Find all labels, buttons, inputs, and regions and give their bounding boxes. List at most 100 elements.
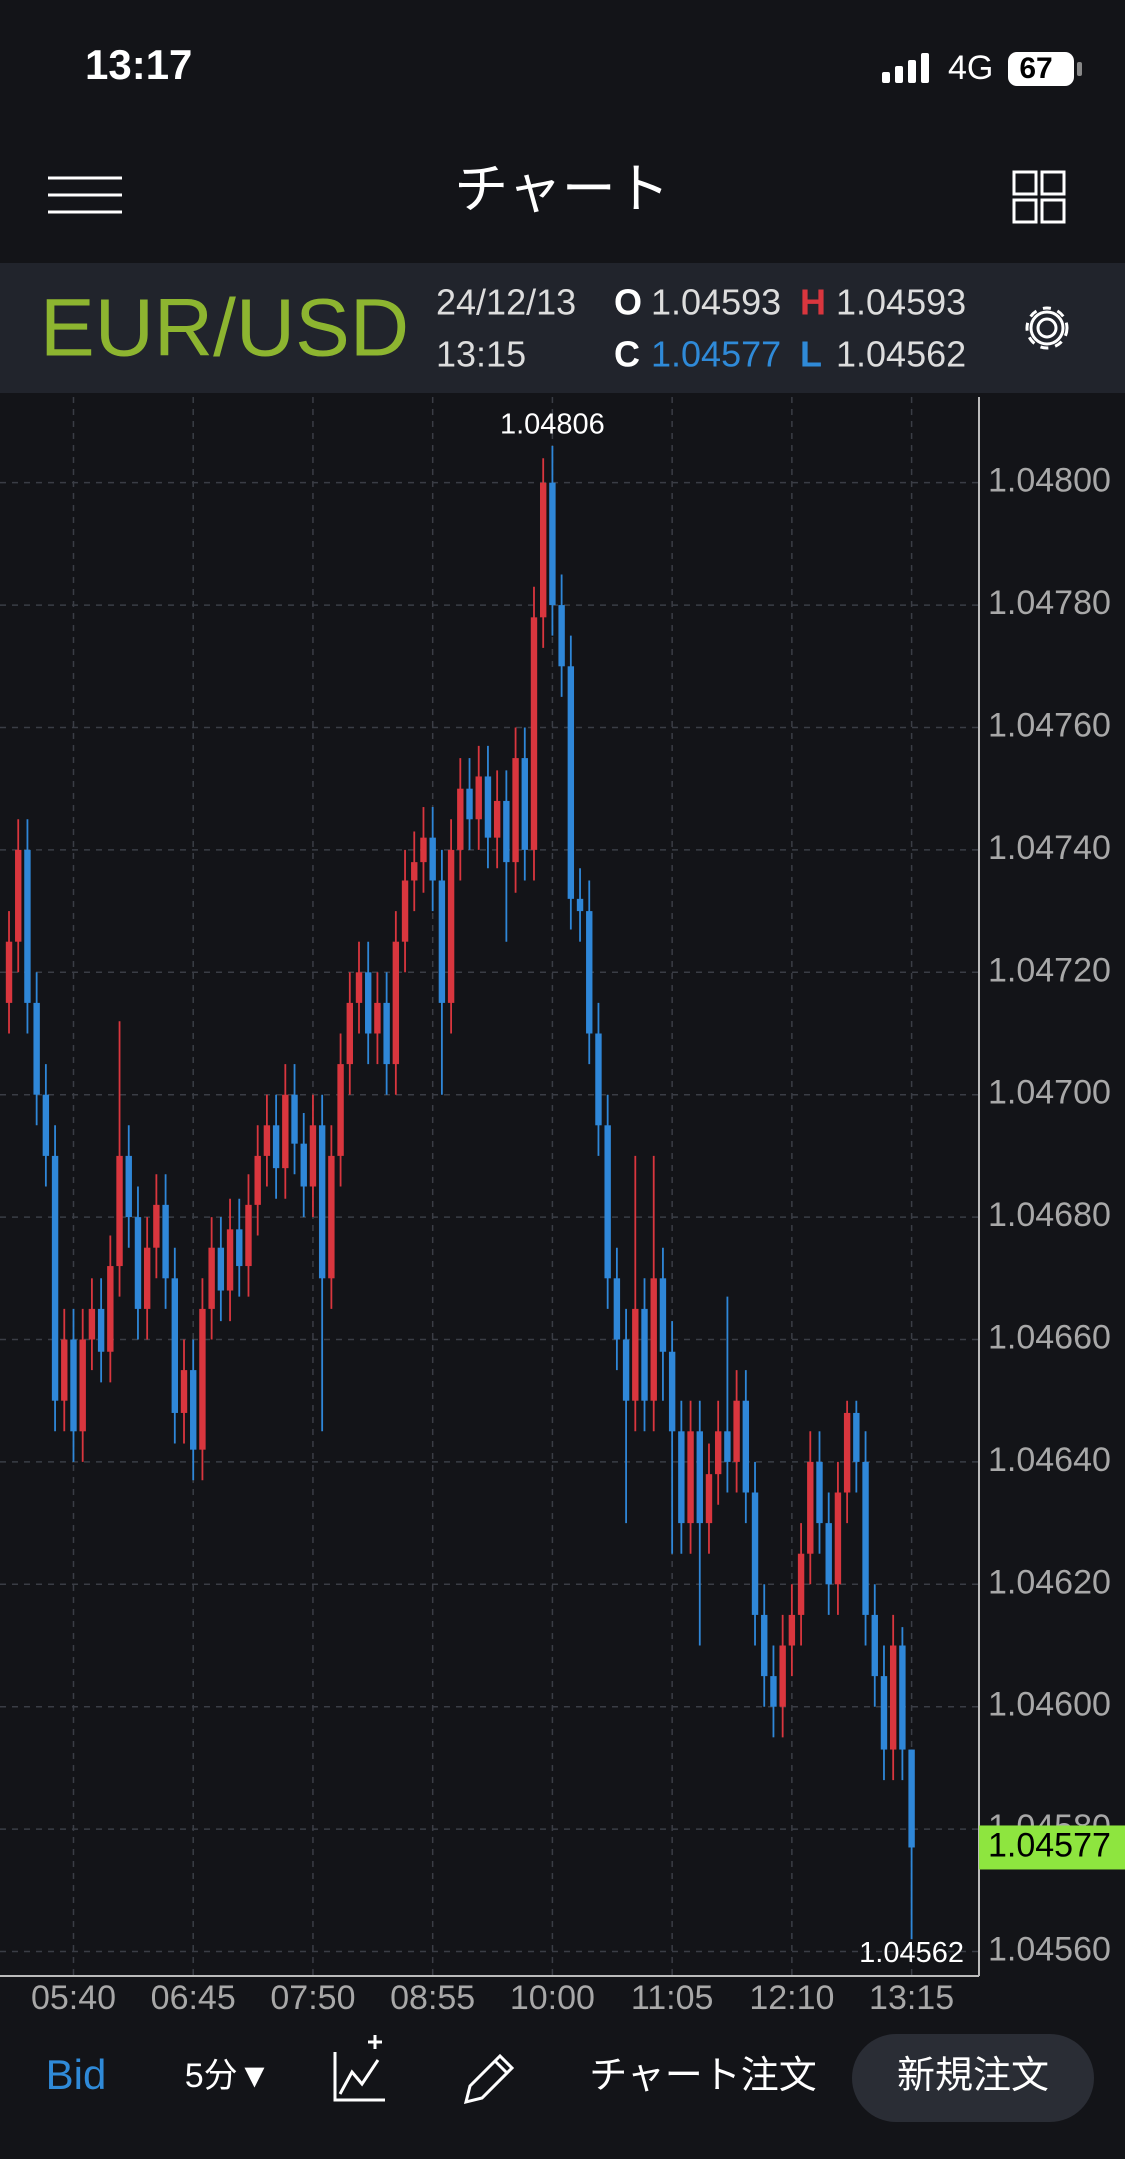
candle-body — [530, 617, 538, 850]
signal-icon — [882, 53, 929, 83]
candle-body — [843, 1412, 851, 1493]
candle-body — [337, 1064, 344, 1156]
candle-body — [346, 1002, 353, 1065]
open-value: 1.04593 — [651, 282, 781, 323]
status-time: 13:17 — [85, 41, 192, 88]
candle-body — [586, 911, 593, 1034]
candle-body — [604, 1125, 611, 1279]
chart: 1.045601.045801.046001.046201.046401.046… — [0, 397, 1125, 2017]
candle-body — [595, 1033, 602, 1126]
new-order-button[interactable]: 新規注文 — [897, 2055, 1049, 2097]
candle-body — [217, 1247, 225, 1291]
y-tick-label: 1.04600 — [988, 1686, 1111, 1724]
candle-body — [770, 1676, 777, 1707]
candle-body — [365, 972, 372, 1034]
candle-body — [61, 1339, 68, 1401]
candle-body — [272, 1125, 280, 1169]
candle-body — [420, 837, 427, 863]
candle-body — [392, 941, 400, 1065]
candle-body — [825, 1523, 832, 1585]
candle-body — [318, 1125, 326, 1279]
settings-button[interactable] — [1025, 306, 1069, 350]
candle-body — [705, 1474, 713, 1524]
candle-body — [742, 1400, 750, 1493]
candle-body — [834, 1492, 842, 1585]
candle-body — [457, 788, 464, 850]
candle-body — [33, 1002, 40, 1095]
candle-body — [558, 605, 565, 667]
last-price-tag — [979, 1825, 1125, 1870]
draw-button[interactable] — [463, 2053, 515, 2105]
candle-body — [862, 1461, 869, 1615]
close-value: 1.04577 — [651, 334, 781, 375]
high-value: 1.04593 — [836, 282, 966, 323]
candle-body — [374, 1002, 381, 1034]
candle-body — [779, 1645, 786, 1707]
candle-body — [724, 1431, 731, 1462]
low-value: 1.04562 — [836, 334, 966, 375]
y-tick-label: 1.04780 — [988, 584, 1111, 622]
candle-body — [816, 1461, 823, 1524]
candle-body — [484, 776, 492, 838]
candle-body — [797, 1553, 805, 1615]
candle-body — [208, 1247, 215, 1309]
y-tick-label: 1.04720 — [988, 951, 1111, 989]
chart-order-button[interactable]: チャート注文 — [589, 2055, 817, 2097]
candle-body — [282, 1094, 289, 1169]
quote-date: 24/12/13 — [436, 282, 576, 323]
candle-body — [143, 1247, 151, 1309]
candle-body — [632, 1308, 639, 1401]
interval-button[interactable]: 5分▼ — [185, 2057, 272, 2095]
candle-body — [263, 1125, 271, 1156]
candle-body — [355, 972, 363, 1003]
min-label: 1.04562 — [859, 1937, 964, 1969]
candle-body — [641, 1308, 648, 1401]
layout-button[interactable] — [1012, 170, 1066, 224]
close-label: C — [614, 334, 640, 375]
candle-body — [328, 1155, 335, 1279]
candle-body — [521, 758, 528, 850]
battery-tip — [1077, 62, 1082, 76]
candle-body — [540, 482, 547, 618]
new-order-pill[interactable] — [852, 2034, 1094, 2122]
pair-name[interactable]: EUR/USD — [40, 283, 409, 374]
candle-body — [871, 1614, 878, 1677]
candle-body — [24, 849, 31, 1003]
candle-body — [668, 1351, 676, 1432]
candle-body — [889, 1645, 897, 1750]
candle-body — [447, 849, 455, 1003]
candle-body — [853, 1412, 860, 1462]
x-tick-label: 08:55 — [390, 1979, 475, 2017]
candle-body — [70, 1339, 77, 1432]
candle-body — [116, 1155, 123, 1267]
last-price-label: 1.04577 — [988, 1826, 1111, 1864]
candle-body — [733, 1400, 740, 1462]
x-tick-label: 05:40 — [31, 1979, 116, 2017]
candle-body — [788, 1614, 796, 1646]
high-label: H — [800, 282, 826, 323]
candle-body — [291, 1094, 298, 1144]
battery-level: 67 — [1019, 52, 1052, 85]
candle-body — [567, 666, 575, 899]
y-tick-label: 1.04620 — [988, 1563, 1111, 1601]
candle-body — [300, 1143, 307, 1187]
price-side-button[interactable]: Bid — [46, 2051, 107, 2098]
x-tick-label: 11:05 — [631, 1979, 714, 2017]
candle-body — [107, 1266, 114, 1352]
candle-body — [438, 880, 446, 1003]
candle-body — [383, 1002, 390, 1065]
candle-body — [162, 1204, 169, 1279]
quote-time: 13:15 — [436, 334, 526, 375]
menu-button[interactable] — [48, 176, 122, 214]
candle-body — [429, 837, 436, 881]
y-tick-label: 1.04760 — [988, 706, 1111, 744]
candle-body — [5, 941, 13, 1003]
network-label: 4G — [948, 49, 993, 87]
candle-body — [97, 1308, 105, 1352]
x-tick-label: 06:45 — [151, 1979, 236, 2017]
candle-body — [714, 1431, 722, 1475]
indicator-button[interactable] — [333, 2035, 385, 2102]
candle-body — [503, 800, 510, 863]
candle-body — [880, 1676, 888, 1750]
candle-body — [88, 1308, 96, 1340]
